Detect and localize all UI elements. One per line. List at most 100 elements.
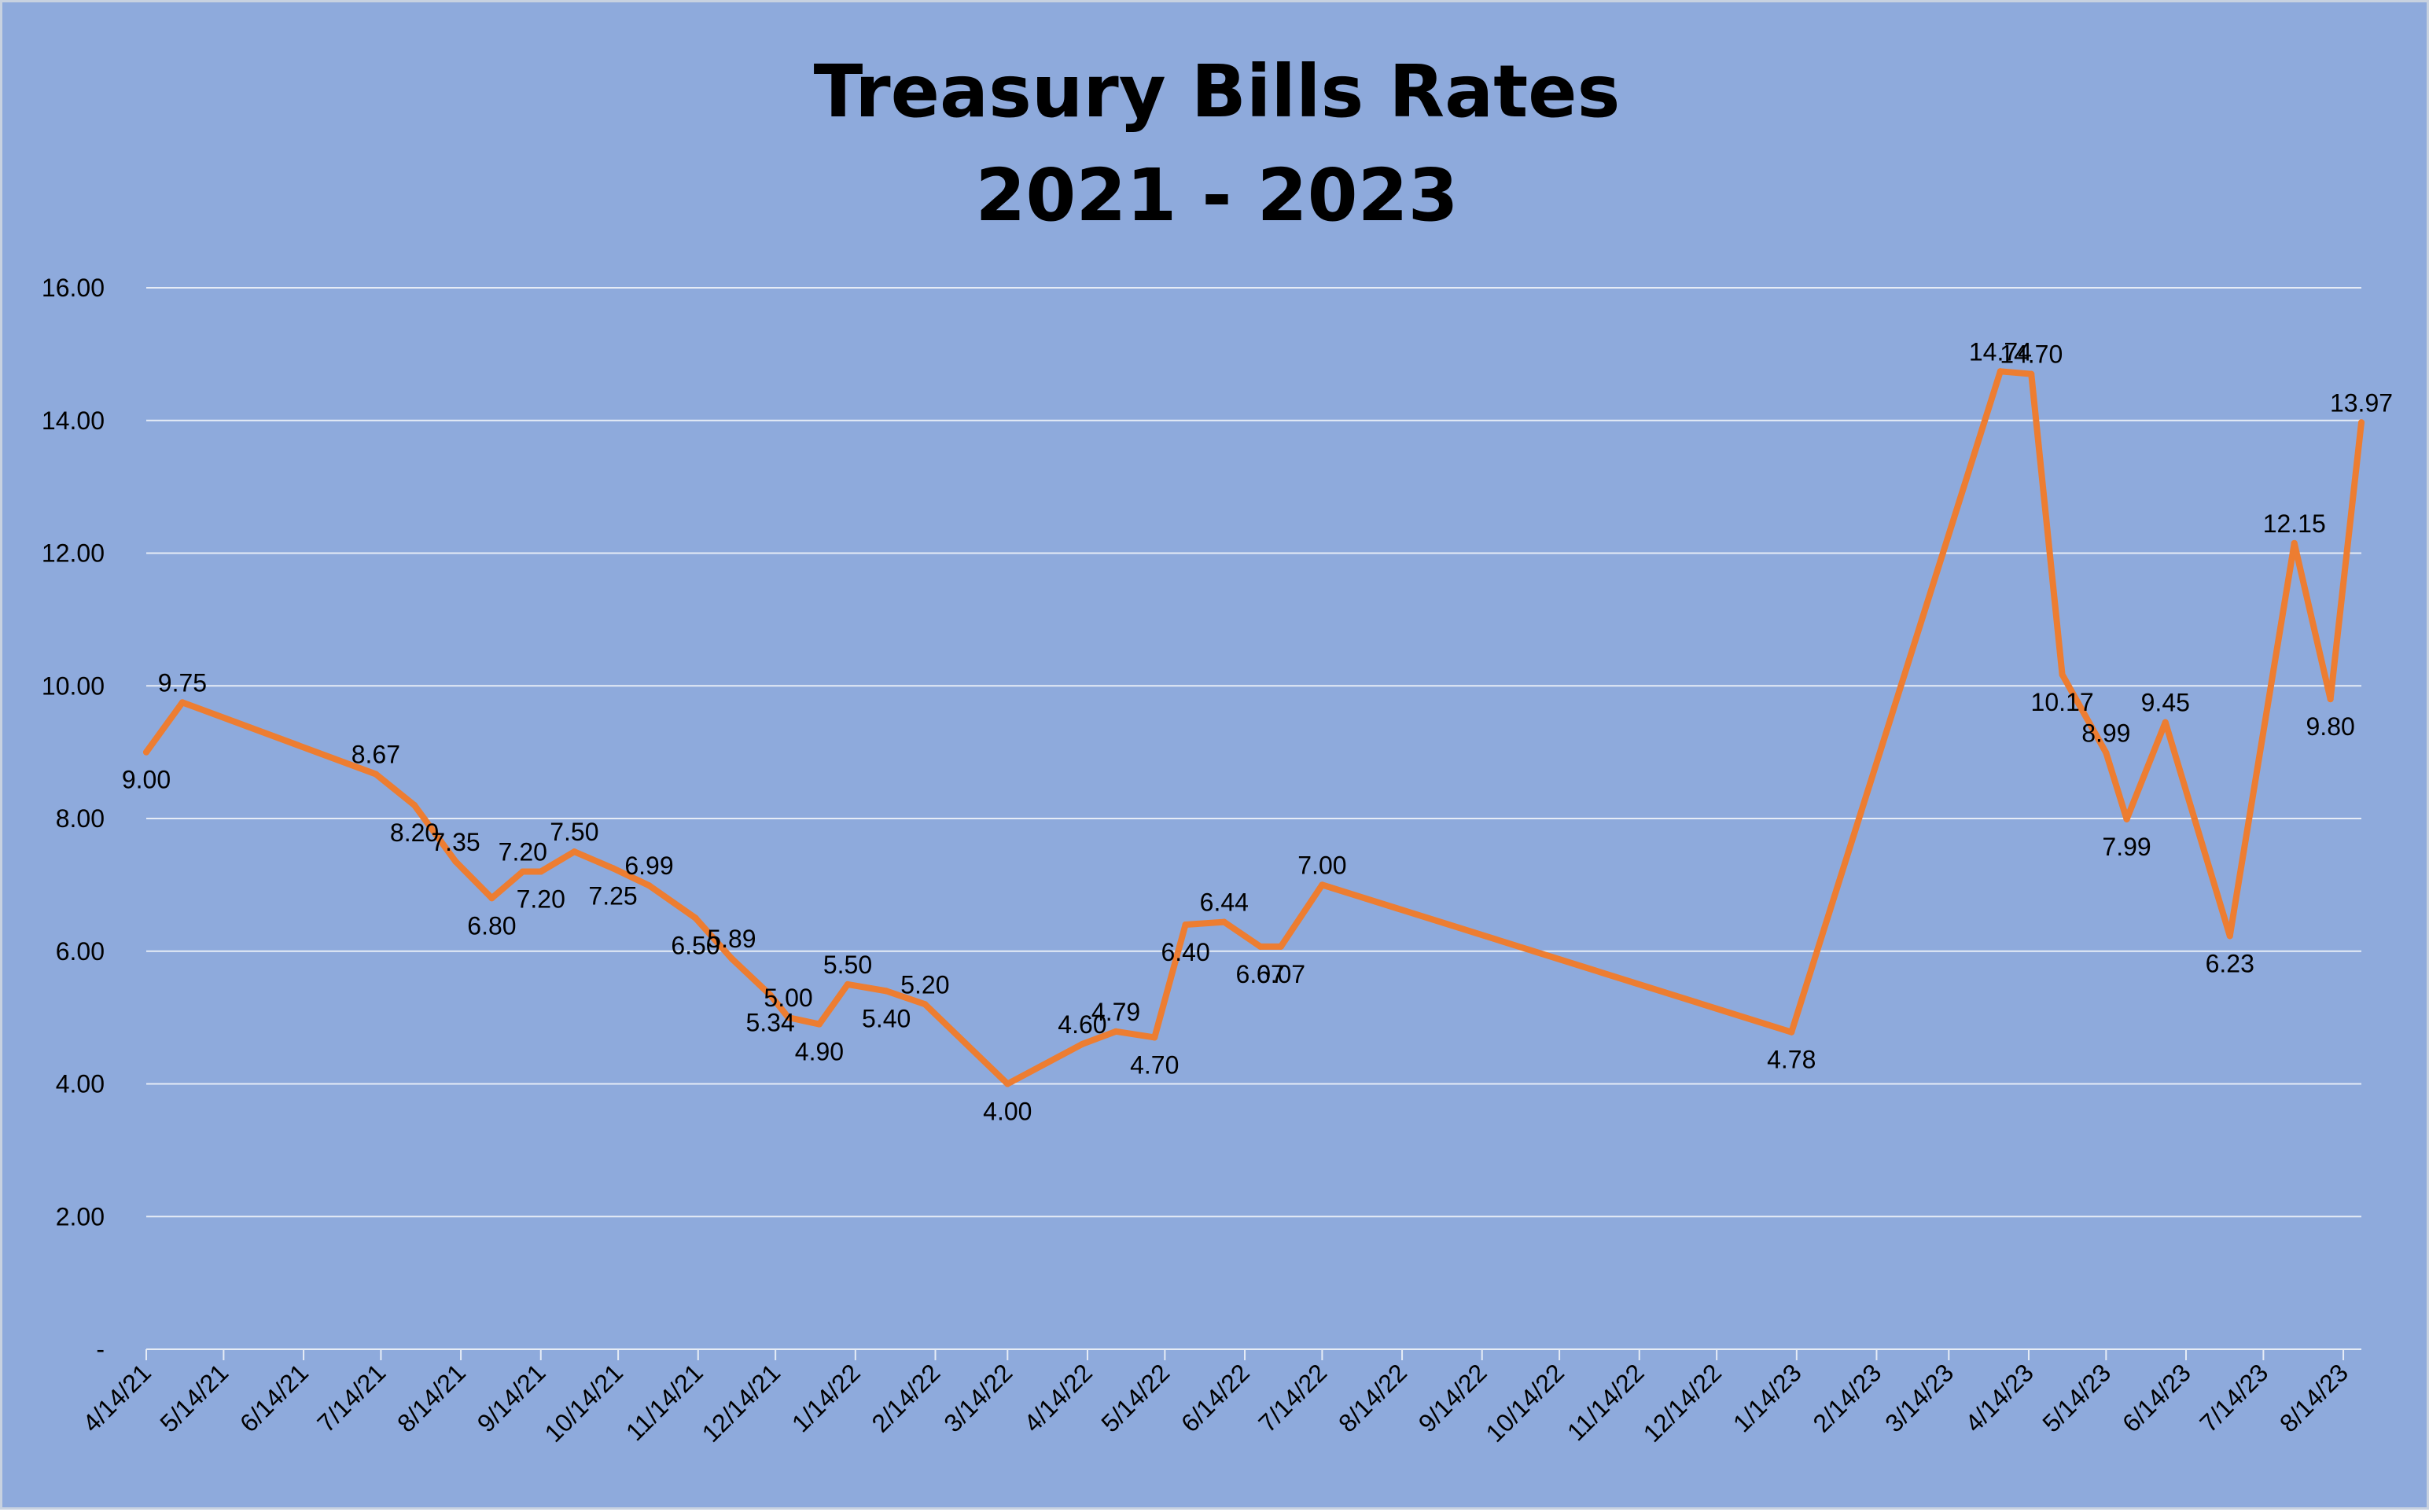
series-line-segment — [143, 699, 186, 756]
data-point — [372, 771, 379, 778]
x-tick-label: 4/14/21 — [77, 1358, 156, 1437]
x-tick-label: 12/14/22 — [1638, 1358, 1728, 1448]
data-label: 5.40 — [862, 1004, 911, 1032]
data-point — [2327, 696, 2334, 703]
x-tick-label: 9/14/22 — [1413, 1358, 1492, 1437]
data-point — [1079, 1040, 1086, 1047]
data-point — [728, 955, 735, 962]
x-tick-label: 4/14/22 — [1018, 1358, 1098, 1437]
data-label: 8.99 — [2081, 719, 2130, 747]
x-tick-label: 12/14/21 — [697, 1358, 786, 1448]
data-point — [488, 895, 495, 902]
series-line-segment — [488, 868, 526, 902]
x-tick-label: 11/14/22 — [1562, 1358, 1650, 1446]
y-tick-label: 14.00 — [42, 407, 105, 435]
x-tick-label: 10/14/21 — [539, 1358, 629, 1448]
series-line-segment — [372, 771, 418, 809]
x-tick-label: 5/14/21 — [154, 1358, 234, 1437]
data-label: 7.00 — [1297, 851, 1346, 879]
chart-title: Treasury Bills Rates — [813, 50, 1621, 134]
x-tick-label: 9/14/21 — [472, 1358, 551, 1437]
series-line-segment — [1997, 368, 2035, 377]
data-label: 6.07 — [1236, 960, 1285, 988]
data-point — [1277, 943, 1284, 950]
data-point — [1788, 1028, 1795, 1036]
x-tick-label: 11/14/21 — [620, 1358, 708, 1446]
data-point — [883, 988, 890, 995]
x-tick-label: 4/14/23 — [1960, 1358, 2039, 1437]
y-tick-label: 12.00 — [42, 539, 105, 568]
data-label: 8.20 — [390, 819, 439, 847]
x-axis — [145, 1348, 2361, 1360]
series-line-segment — [1079, 1028, 1120, 1047]
data-point — [1319, 881, 1326, 888]
data-point — [815, 1021, 823, 1028]
data-label: 5.89 — [707, 925, 756, 953]
series-line-segment — [2059, 671, 2110, 756]
x-tick-label: 5/14/23 — [2037, 1358, 2116, 1437]
data-point — [519, 868, 526, 875]
series-line-segment — [1788, 368, 2004, 1036]
data-label: 9.45 — [2141, 689, 2190, 717]
series-line-segment — [178, 699, 379, 778]
x-tick-label: 5/14/22 — [1095, 1358, 1175, 1437]
data-point — [2103, 749, 2110, 756]
series-line-segment — [537, 848, 578, 875]
x-tick-label: 6/14/23 — [2117, 1358, 2196, 1437]
data-point — [1151, 1034, 1158, 1041]
gridlines — [146, 287, 2361, 1218]
series-line-segment — [1319, 881, 1795, 1036]
data-point — [2123, 815, 2130, 822]
data-label: 7.50 — [550, 818, 598, 846]
y-tick-label: 10.00 — [42, 671, 105, 700]
x-tick-label: 1/14/23 — [1728, 1358, 1807, 1437]
series-line-segment — [2103, 749, 2130, 822]
data-label: 7.35 — [431, 828, 480, 856]
data-label: 5.50 — [823, 951, 872, 979]
data-label: 6.40 — [1161, 938, 1209, 966]
data-point — [1997, 368, 2004, 375]
data-label: 4.78 — [1767, 1046, 1816, 1074]
series-line-segment — [922, 1001, 1011, 1087]
data-label: 7.20 — [517, 885, 565, 914]
y-tick-label: 16.00 — [42, 274, 105, 302]
series-line-segment — [411, 802, 459, 865]
series-line-segment — [1004, 1040, 1086, 1087]
data-label: 14.74 — [1969, 337, 2032, 366]
data-labels: 9.009.758.678.207.356.807.207.207.507.25… — [122, 337, 2393, 1125]
x-tick-label: 7/14/22 — [1253, 1358, 1332, 1437]
series-line-segment — [2162, 719, 2233, 940]
y-tick-label: 4.00 — [56, 1070, 105, 1098]
series-line-segment — [1220, 918, 1264, 950]
x-tick-label: 10/14/22 — [1481, 1358, 1570, 1448]
data-label: 5.00 — [764, 984, 812, 1012]
data-label: 6.07 — [1257, 960, 1305, 988]
data-point — [537, 868, 544, 875]
data-label: 8.67 — [351, 740, 400, 768]
series-line-segment — [785, 1014, 823, 1028]
x-tick-label: 8/14/23 — [2274, 1358, 2354, 1437]
series-line-segment — [1113, 1028, 1158, 1041]
data-label: 7.25 — [588, 881, 637, 910]
data-label: 6.23 — [2206, 949, 2254, 977]
data-point — [785, 1014, 792, 1021]
data-point — [1113, 1028, 1120, 1035]
y-tick-label: - — [96, 1335, 105, 1363]
data-label: 6.80 — [467, 911, 516, 940]
y-axis: - 2.00 4.00 6.00 8.00 10.00 12.00 14.00 16.00 — [42, 274, 105, 1363]
x-tick-labels: 4/14/215/14/21 6/14/217/14/21 8/14/21 9/14/… — [77, 1358, 2354, 1448]
data-point — [692, 914, 699, 922]
series-line-segment — [1277, 881, 1326, 950]
data-label: 6.50 — [671, 932, 719, 960]
data-label: 4.90 — [795, 1038, 844, 1066]
series-line-segment — [2226, 539, 2298, 940]
data-label: 4.79 — [1091, 998, 1140, 1026]
data-label: 5.20 — [900, 970, 949, 999]
data-point — [767, 991, 774, 999]
data-label: 9.75 — [158, 668, 207, 697]
data-point — [646, 882, 653, 889]
series-line-segment — [646, 882, 699, 922]
data-point — [2291, 539, 2298, 546]
data-point — [2226, 933, 2233, 940]
